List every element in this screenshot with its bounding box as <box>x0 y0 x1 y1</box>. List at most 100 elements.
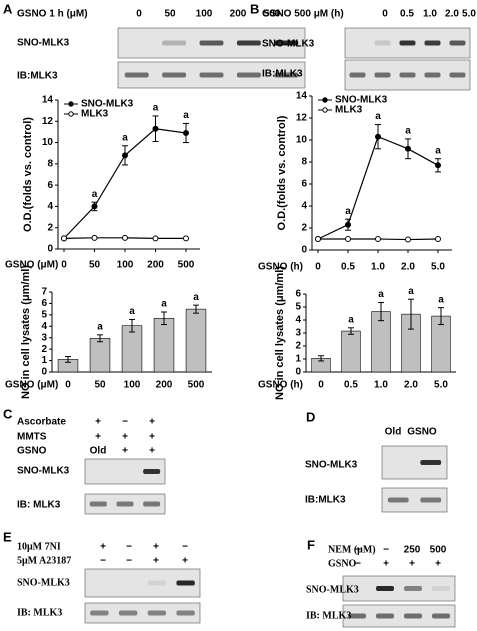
x-tick-label: 0.5 <box>341 262 355 273</box>
condition-label: GSNO <box>328 558 357 569</box>
band <box>376 613 394 619</box>
marker <box>375 133 381 140</box>
marker <box>345 236 351 242</box>
band <box>374 72 391 78</box>
annotation: a <box>97 321 103 332</box>
panel-label: F <box>307 537 315 552</box>
y-tick-label: 4 <box>47 201 53 212</box>
band <box>432 586 450 591</box>
marker <box>61 235 67 242</box>
x-tick-label: 0 <box>315 262 321 273</box>
row-label: IB: MLK3 <box>306 610 351 621</box>
lane-sign: − <box>383 545 389 556</box>
row-label: IB:MLK3 <box>17 71 58 82</box>
error-bar <box>378 301 384 322</box>
annotation: a <box>435 145 441 156</box>
band <box>374 40 391 46</box>
legend-marker <box>322 107 328 113</box>
blot <box>342 604 456 628</box>
error-bar <box>97 334 103 343</box>
marker <box>183 235 189 242</box>
y-tick-label: 8 <box>301 157 307 168</box>
annotation: a <box>129 306 135 317</box>
lane-sign: Old <box>90 446 107 457</box>
y-tick-label: 1 <box>41 355 47 366</box>
marker <box>405 145 411 152</box>
legend-label: SNO-MLK3 <box>81 99 134 110</box>
x-axis-title: GSNO (h) <box>258 380 303 391</box>
x-tick-label: 200 <box>147 260 164 271</box>
y-tick-label: 12 <box>296 113 308 124</box>
band <box>147 580 167 586</box>
error-bar <box>65 356 71 363</box>
lane-sign: + <box>383 559 389 570</box>
band <box>143 469 161 474</box>
x-axis-title: GSNO (μM) <box>5 260 58 271</box>
bar <box>89 337 111 373</box>
lane-sign: + <box>409 559 415 570</box>
series-line <box>317 135 439 240</box>
y-tick-label: 5 <box>295 302 301 313</box>
y-axis-title: NO in cell lysates (μm/ml) <box>274 266 286 400</box>
lane-label: 50 <box>164 9 176 20</box>
lane-sign: + <box>95 432 101 443</box>
y-tick-label: 10 <box>42 137 54 148</box>
band <box>274 72 299 78</box>
band <box>199 72 224 78</box>
band <box>116 501 134 507</box>
condition-label: MMTS <box>17 432 47 443</box>
annotation: a <box>345 206 351 217</box>
row-label: IB:MLK3 <box>305 495 346 506</box>
marker <box>435 162 441 169</box>
bar <box>153 317 175 373</box>
y-tick-label: 2 <box>41 344 47 355</box>
marker <box>435 236 441 242</box>
band <box>124 72 149 78</box>
lane-sign: + <box>153 542 159 553</box>
x-tick-label: 50 <box>94 380 106 391</box>
marker <box>122 152 128 159</box>
lane-sign: + <box>182 556 188 567</box>
band <box>147 610 167 616</box>
annotation: a <box>375 111 381 122</box>
legend-marker <box>68 101 74 107</box>
band <box>162 72 187 78</box>
bar <box>185 308 207 373</box>
row-label: IB:MLK3 <box>262 69 303 80</box>
y-axis-title: NO in cell lysates (μm/ml) <box>20 265 32 399</box>
y-tick-label: 5 <box>41 309 47 320</box>
y-tick-label: 0 <box>47 244 53 255</box>
y-tick-label: 7 <box>41 287 47 298</box>
x-tick-label: 0 <box>61 260 67 271</box>
bar <box>121 325 143 373</box>
lane-sign: − <box>355 559 361 570</box>
annotation: a <box>153 103 159 114</box>
y-tick-label: 12 <box>42 116 54 127</box>
error-bar <box>438 307 444 326</box>
x-tick-label: 5.0 <box>431 262 445 273</box>
x-tick-label: 5.0 <box>434 380 448 391</box>
error-bar <box>348 327 354 335</box>
marker <box>91 234 98 241</box>
lane-sign: − <box>355 545 361 556</box>
band <box>404 613 422 619</box>
annotation: a <box>193 292 199 303</box>
lane-sign: + <box>100 542 106 553</box>
annotation: a <box>161 299 167 310</box>
condition-label: 10μM 7NI <box>17 541 61 552</box>
x-tick-label: 1.0 <box>374 380 388 391</box>
condition-label: GSNO 1 h (μM) <box>17 9 88 20</box>
error-bar <box>408 298 414 330</box>
band <box>399 72 416 78</box>
y-tick-label: 10 <box>296 135 308 146</box>
panel-label: D <box>306 409 315 424</box>
annotation: a <box>183 110 189 121</box>
bar <box>341 330 361 373</box>
x-tick-label: 2.0 <box>404 380 418 391</box>
band <box>162 40 187 46</box>
y-tick-label: 6 <box>295 289 301 300</box>
lane-sign: + <box>149 432 155 443</box>
band <box>274 40 299 46</box>
marker <box>152 235 159 242</box>
